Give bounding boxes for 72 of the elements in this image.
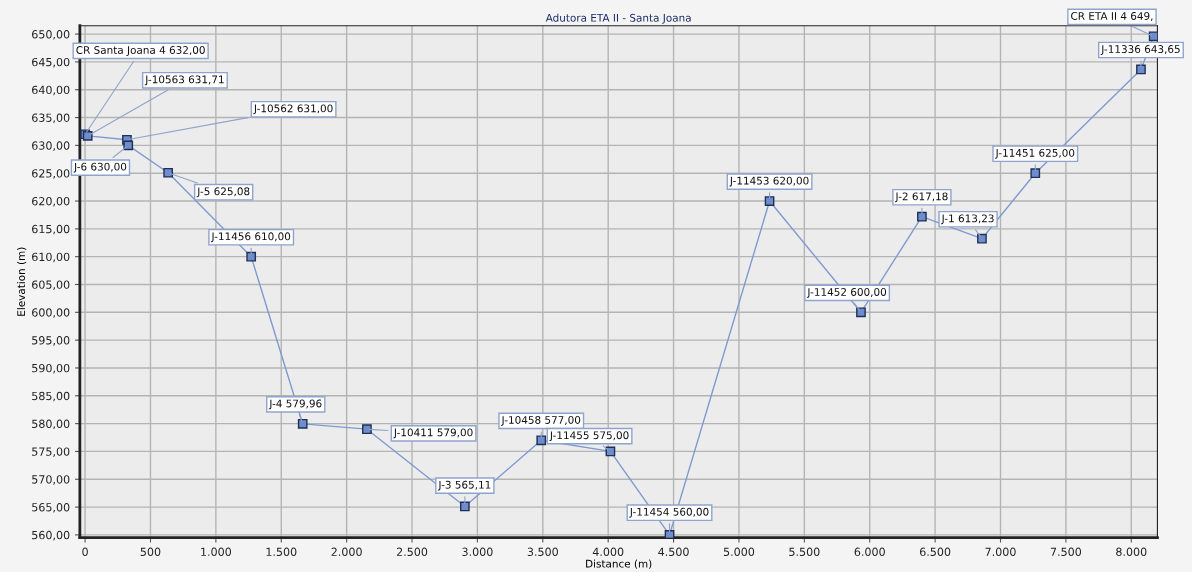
point: [163, 167, 173, 178]
y-tick-label: 630,00: [32, 141, 70, 151]
chart-title: Adutora ETA II - Santa Joana: [545, 13, 691, 24]
y-tick-label: 640,00: [32, 85, 70, 96]
annotation: J-6 630,00: [73, 162, 127, 173]
annotation: J-4 579,96: [268, 399, 322, 410]
y-tick-label: 560,00: [32, 530, 70, 541]
x-tick-label: 4.000: [592, 547, 624, 556]
annotation: J-11455 575,00: [549, 431, 629, 442]
annotation: J-5 625,08: [196, 187, 250, 198]
y-tick-label: 610,00: [32, 252, 70, 263]
annotation: CR ETA II 4 649,: [1071, 12, 1153, 21]
point: [1136, 64, 1146, 75]
annotation: J-11336 643,65: [1100, 45, 1180, 55]
annotation: J-3 565,11: [437, 480, 491, 491]
y-tick-label: 580,00: [32, 419, 70, 430]
x-tick-label: 2.500: [396, 547, 428, 556]
annotation: J-11451 625,00: [995, 148, 1075, 159]
point: [362, 424, 372, 435]
x-axis-title: Distance (m): [586, 559, 652, 569]
y-tick-label: 585,00: [32, 391, 70, 402]
y-tick-label: 605,00: [32, 280, 70, 291]
point: [297, 418, 308, 429]
x-tick-label: 5.000: [723, 547, 755, 556]
annotation: J-11454 560,00: [629, 507, 709, 518]
y-tick-label: 635,00: [32, 113, 70, 124]
point: [123, 140, 134, 151]
point: [459, 501, 470, 512]
annotation: CR Santa Joana 4 632,00: [76, 46, 205, 56]
point: [536, 435, 547, 446]
point: [764, 196, 775, 206]
x-tick-label: 0: [82, 547, 88, 556]
x-tick-label: 7.000: [985, 547, 1016, 556]
x-tick-label: 1.500: [266, 547, 297, 556]
y-axis-title: Elevation (m): [17, 247, 27, 316]
annotation: J-10458 577,00: [501, 416, 581, 426]
annotation: J-1 613,23: [941, 214, 994, 225]
point: [917, 211, 927, 222]
x-tick-label: 500: [140, 547, 161, 556]
y-tick-label: 595,00: [32, 336, 70, 346]
point: [856, 307, 866, 318]
x-tick-label: 3.500: [527, 547, 558, 556]
y-tick-label: 645,00: [32, 57, 70, 68]
annotation: J-11452 600,00: [806, 288, 887, 298]
y-tick-label: 615,00: [32, 224, 70, 235]
annotation: J-10562 631,00: [253, 104, 333, 115]
y-tick-label: 620,00: [32, 197, 70, 207]
y-tick-label: 565,00: [32, 503, 70, 513]
y-tick-label: 590,00: [32, 363, 70, 374]
x-tick-label: 1.000: [201, 547, 232, 556]
y-tick-label: 575,00: [32, 447, 70, 457]
point: [1148, 31, 1158, 42]
y-tick-label: 625,00: [32, 169, 70, 179]
x-tick-label: 2.000: [331, 547, 362, 556]
point: [977, 233, 987, 244]
x-tick-label: 6.500: [919, 547, 951, 556]
point: [1030, 168, 1041, 179]
annotation: J-10563 631,71: [144, 75, 224, 86]
annotation: J-11453 620,00: [729, 176, 809, 187]
y-tick-label: 650,00: [32, 30, 70, 40]
annotation: J-11456 610,00: [210, 232, 291, 243]
annotation: J-10411 579,00: [393, 428, 473, 439]
x-tick-label: 7.500: [1050, 547, 1082, 556]
x-tick-label: 4.500: [658, 547, 689, 556]
x-tick-label: 3.000: [462, 547, 493, 556]
y-tick-label: 570,00: [32, 475, 70, 485]
x-tick-label: 8.000: [1116, 547, 1147, 556]
x-tick-label: 6.000: [854, 547, 885, 556]
x-tick-label: 5.500: [789, 547, 820, 556]
y-tick-label: 600,00: [32, 308, 70, 318]
point: [246, 251, 257, 262]
annotation: J-2 617,18: [894, 192, 948, 203]
